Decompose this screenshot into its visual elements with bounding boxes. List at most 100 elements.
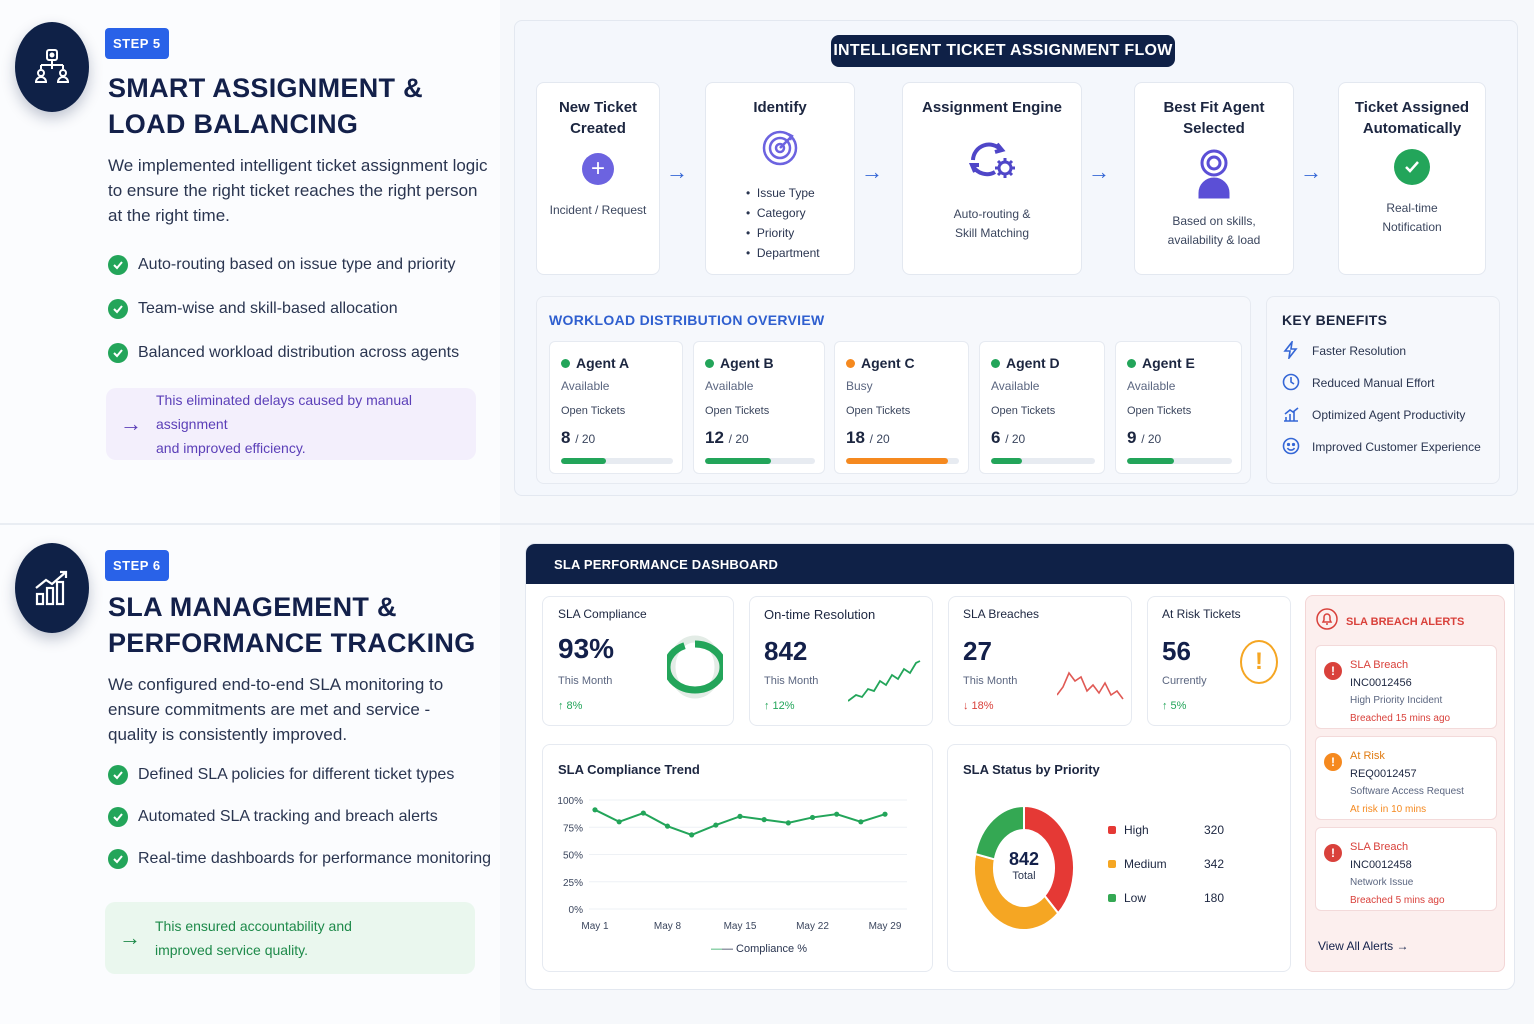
card-sub: Auto-routing & bbox=[953, 207, 1031, 221]
benefit-item: Optimized Agent Productivity bbox=[1282, 399, 1481, 431]
alert-desc: High Priority Incident bbox=[1350, 695, 1443, 706]
benefit-item: Reduced Manual Effort bbox=[1282, 367, 1481, 399]
workload-bar-fill bbox=[561, 458, 606, 464]
donut-slice-low bbox=[974, 804, 1025, 861]
legend-value: 180 bbox=[1204, 891, 1225, 905]
data-point bbox=[737, 813, 743, 819]
agent-card[interactable]: Agent A Available Open Tickets 8 / 20 bbox=[549, 341, 683, 474]
dashboard-title: SLA PERFORMANCE DASHBOARD bbox=[526, 544, 1514, 584]
check-item: Balanced workload distribution across ag… bbox=[108, 343, 459, 363]
agent-card[interactable]: Agent C Busy Open Tickets 18 / 20 bbox=[834, 341, 969, 474]
agent-status: Available bbox=[705, 379, 754, 393]
check-item: Real-time dashboards for performance mon… bbox=[108, 849, 491, 869]
clock-icon bbox=[1282, 373, 1300, 394]
lightning-icon bbox=[1282, 338, 1300, 362]
alert-id: INC0012456 bbox=[1350, 677, 1412, 689]
kpi-value: 842 bbox=[764, 636, 808, 666]
legend-value: 342 bbox=[1204, 857, 1225, 871]
x-tick-label: May 1 bbox=[581, 921, 609, 932]
benefit-item: Improved Customer Experience bbox=[1282, 431, 1481, 463]
check-label: Team-wise and skill-based allocation bbox=[138, 300, 398, 317]
agent-name: Agent E bbox=[1127, 355, 1195, 371]
data-point bbox=[616, 819, 622, 825]
check-circle-icon bbox=[1394, 149, 1430, 185]
flow-card-identify: Identify • Issue Type • Category • Prior… bbox=[705, 82, 855, 275]
desc-line: at the right time. bbox=[108, 206, 230, 225]
alert-id: REQ0012457 bbox=[1350, 768, 1417, 780]
compliance-series-line bbox=[594, 808, 886, 836]
callout-line: This ensured accountability and bbox=[155, 918, 352, 934]
donut-total-value: 842 bbox=[1008, 849, 1040, 869]
view-all-alerts-link[interactable]: View All Alerts → bbox=[1318, 939, 1409, 953]
check-label: Auto-routing based on issue type and pri… bbox=[138, 256, 456, 273]
target-icon bbox=[760, 128, 800, 173]
arrow-right-icon: → bbox=[120, 411, 142, 436]
data-point bbox=[664, 823, 671, 829]
legend-swatch bbox=[1108, 894, 1116, 902]
gear-refresh-icon bbox=[965, 136, 1019, 191]
trend-title: SLA Compliance Trend bbox=[558, 762, 700, 777]
check-item: Team-wise and skill-based allocation bbox=[108, 299, 398, 319]
workflow-icon bbox=[15, 22, 89, 112]
arrow-right-icon: → bbox=[1300, 159, 1322, 184]
legend-item: High 320 bbox=[1108, 813, 1224, 847]
agent-card[interactable]: Agent E Available Open Tickets 9 / 20 bbox=[1115, 341, 1242, 474]
kpi-sub: This Month bbox=[764, 675, 819, 687]
priority-donut bbox=[973, 804, 1075, 931]
donut-center: 842 Total bbox=[1006, 849, 1042, 882]
identify-item: • Category bbox=[746, 206, 806, 220]
kpi-label: SLA Breaches bbox=[963, 607, 1040, 621]
kpi-sub: This Month bbox=[558, 675, 613, 687]
kpi-value: 93% bbox=[558, 633, 615, 664]
donut-total-label: Total bbox=[1012, 870, 1036, 882]
card-sub: availability & load bbox=[1167, 233, 1261, 247]
bell-icon bbox=[1316, 608, 1338, 635]
kpi-label: On-time Resolution bbox=[764, 607, 876, 622]
y-tick-label: 50% bbox=[563, 851, 583, 862]
donut-legend: High 320 Medium 342 Low 180 bbox=[1108, 813, 1224, 915]
callout-line: This eliminated delays caused by manual … bbox=[156, 392, 413, 432]
kpi-label: SLA Compliance bbox=[558, 607, 647, 621]
open-tickets-value: 18 / 20 bbox=[846, 428, 890, 447]
open-tickets-label: Open Tickets bbox=[1127, 405, 1192, 417]
alert-item[interactable]: ! At Risk REQ0012457 Software Access Req… bbox=[1315, 736, 1497, 820]
warning-icon: ! bbox=[1240, 640, 1278, 684]
card-title: Selected bbox=[1183, 120, 1245, 137]
card-title: Identify bbox=[753, 99, 807, 116]
workload-bar bbox=[1127, 458, 1232, 464]
alert-time: At risk in 10 mins bbox=[1350, 804, 1427, 815]
alert-item[interactable]: ! SLA Breach INC0012458 Network Issue Br… bbox=[1315, 827, 1497, 911]
workload-bar bbox=[705, 458, 815, 464]
workload-bar bbox=[846, 458, 959, 464]
y-tick-label: 75% bbox=[563, 823, 583, 834]
check-label: Balanced workload distribution across ag… bbox=[138, 344, 460, 361]
legend-item: Medium 342 bbox=[1108, 847, 1224, 881]
workload-bar-fill bbox=[846, 458, 948, 464]
alert-item[interactable]: ! SLA Breach INC0012456 High Priority In… bbox=[1315, 645, 1497, 729]
sparkline-down bbox=[1057, 671, 1124, 700]
alert-type: At Risk bbox=[1350, 750, 1385, 762]
arrow-right-icon: → bbox=[666, 159, 688, 184]
workload-bar-fill bbox=[991, 458, 1023, 464]
agent-card[interactable]: Agent B Available Open Tickets 12 / 20 bbox=[693, 341, 825, 474]
priority-title: SLA Status by Priority bbox=[963, 762, 1100, 777]
open-tickets-value: 8 / 20 bbox=[561, 428, 596, 447]
arrow-right-icon: → bbox=[861, 159, 883, 184]
priority-status-card: SLA Status by Priority 842 Total High 320… bbox=[947, 744, 1291, 972]
legend-item: Low 180 bbox=[1108, 881, 1224, 915]
check-icon bbox=[108, 299, 128, 319]
card-sub: Based on skills, bbox=[1172, 214, 1256, 228]
card-sub: Skill Matching bbox=[954, 226, 1030, 240]
left-panel bbox=[0, 0, 500, 1024]
data-point bbox=[713, 822, 719, 828]
alert-id: INC0012458 bbox=[1350, 859, 1412, 871]
benefit-label: Faster Resolution bbox=[1312, 344, 1407, 358]
alert-time: Breached 15 mins ago bbox=[1350, 713, 1451, 724]
kpi-card-sla-compliance: SLA Compliance 93% This Month ↑ 8% bbox=[542, 596, 734, 726]
agent-card[interactable]: Agent D Available Open Tickets 6 / 20 bbox=[979, 341, 1105, 474]
data-point bbox=[858, 819, 864, 825]
open-tickets-value: 6 / 20 bbox=[991, 428, 1026, 447]
status-dot bbox=[991, 358, 1000, 368]
title-line: LOAD BALANCING bbox=[108, 109, 359, 139]
callout-line: improved service quality. bbox=[155, 942, 309, 958]
